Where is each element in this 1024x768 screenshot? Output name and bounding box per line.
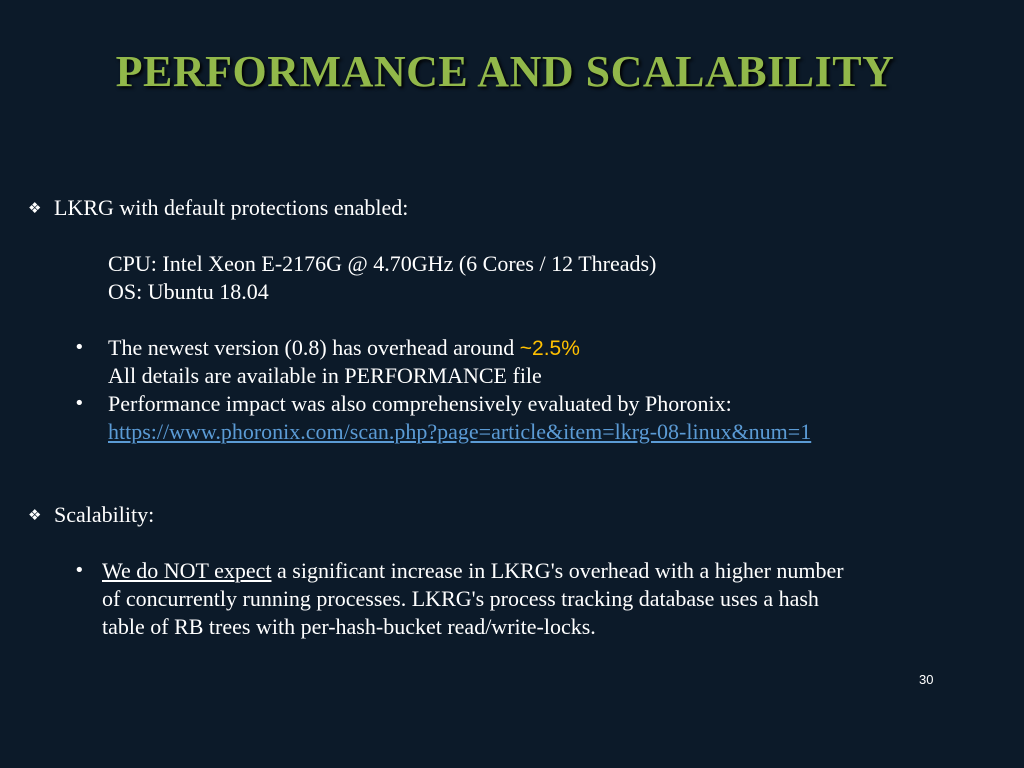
slide-title: PERFORMANCE AND SCALABILITY xyxy=(115,47,895,96)
scalability-text: a significant increase in LKRG's overhea… xyxy=(271,558,844,583)
scalability-line-2: of concurrently running processes. LKRG'… xyxy=(102,586,819,611)
overhead-value: ~2.5% xyxy=(519,337,580,360)
list-item-overhead-details: All details are available in PERFORMANCE… xyxy=(108,363,542,388)
list-item-overhead: The newest version (0.8) has overhead ar… xyxy=(108,334,580,363)
list-item-scalability: We do NOT expect a significant increase … xyxy=(102,557,844,585)
overhead-text: The newest version (0.8) has overhead ar… xyxy=(108,335,520,360)
diamond-bullet-icon: ❖ xyxy=(28,506,42,524)
bullet-icon: • xyxy=(74,337,85,358)
list-item-phoronix: Performance impact was also comprehensiv… xyxy=(108,391,732,416)
spec-os: OS: Ubuntu 18.04 xyxy=(108,279,269,304)
section-heading-lkrg: ❖ LKRG with default protections enabled: xyxy=(28,194,408,222)
scalability-line-3: table of RB trees with per-hash-bucket r… xyxy=(102,614,596,639)
bullet-icon: • xyxy=(74,560,85,581)
section-heading-scalability: ❖ Scalability: xyxy=(28,501,154,529)
emphasis-text: We do NOT expect xyxy=(102,558,272,583)
spec-cpu: CPU: Intel Xeon E-2176G @ 4.70GHz (6 Cor… xyxy=(108,251,657,276)
page-number: 30 xyxy=(919,672,934,687)
bullet-icon: • xyxy=(74,393,85,414)
section-heading-text: LKRG with default protections enabled: xyxy=(54,195,409,220)
section-heading-text: Scalability: xyxy=(54,502,155,527)
phoronix-link[interactable]: https://www.phoronix.com/scan.php?page=a… xyxy=(108,419,812,444)
diamond-bullet-icon: ❖ xyxy=(28,199,42,217)
